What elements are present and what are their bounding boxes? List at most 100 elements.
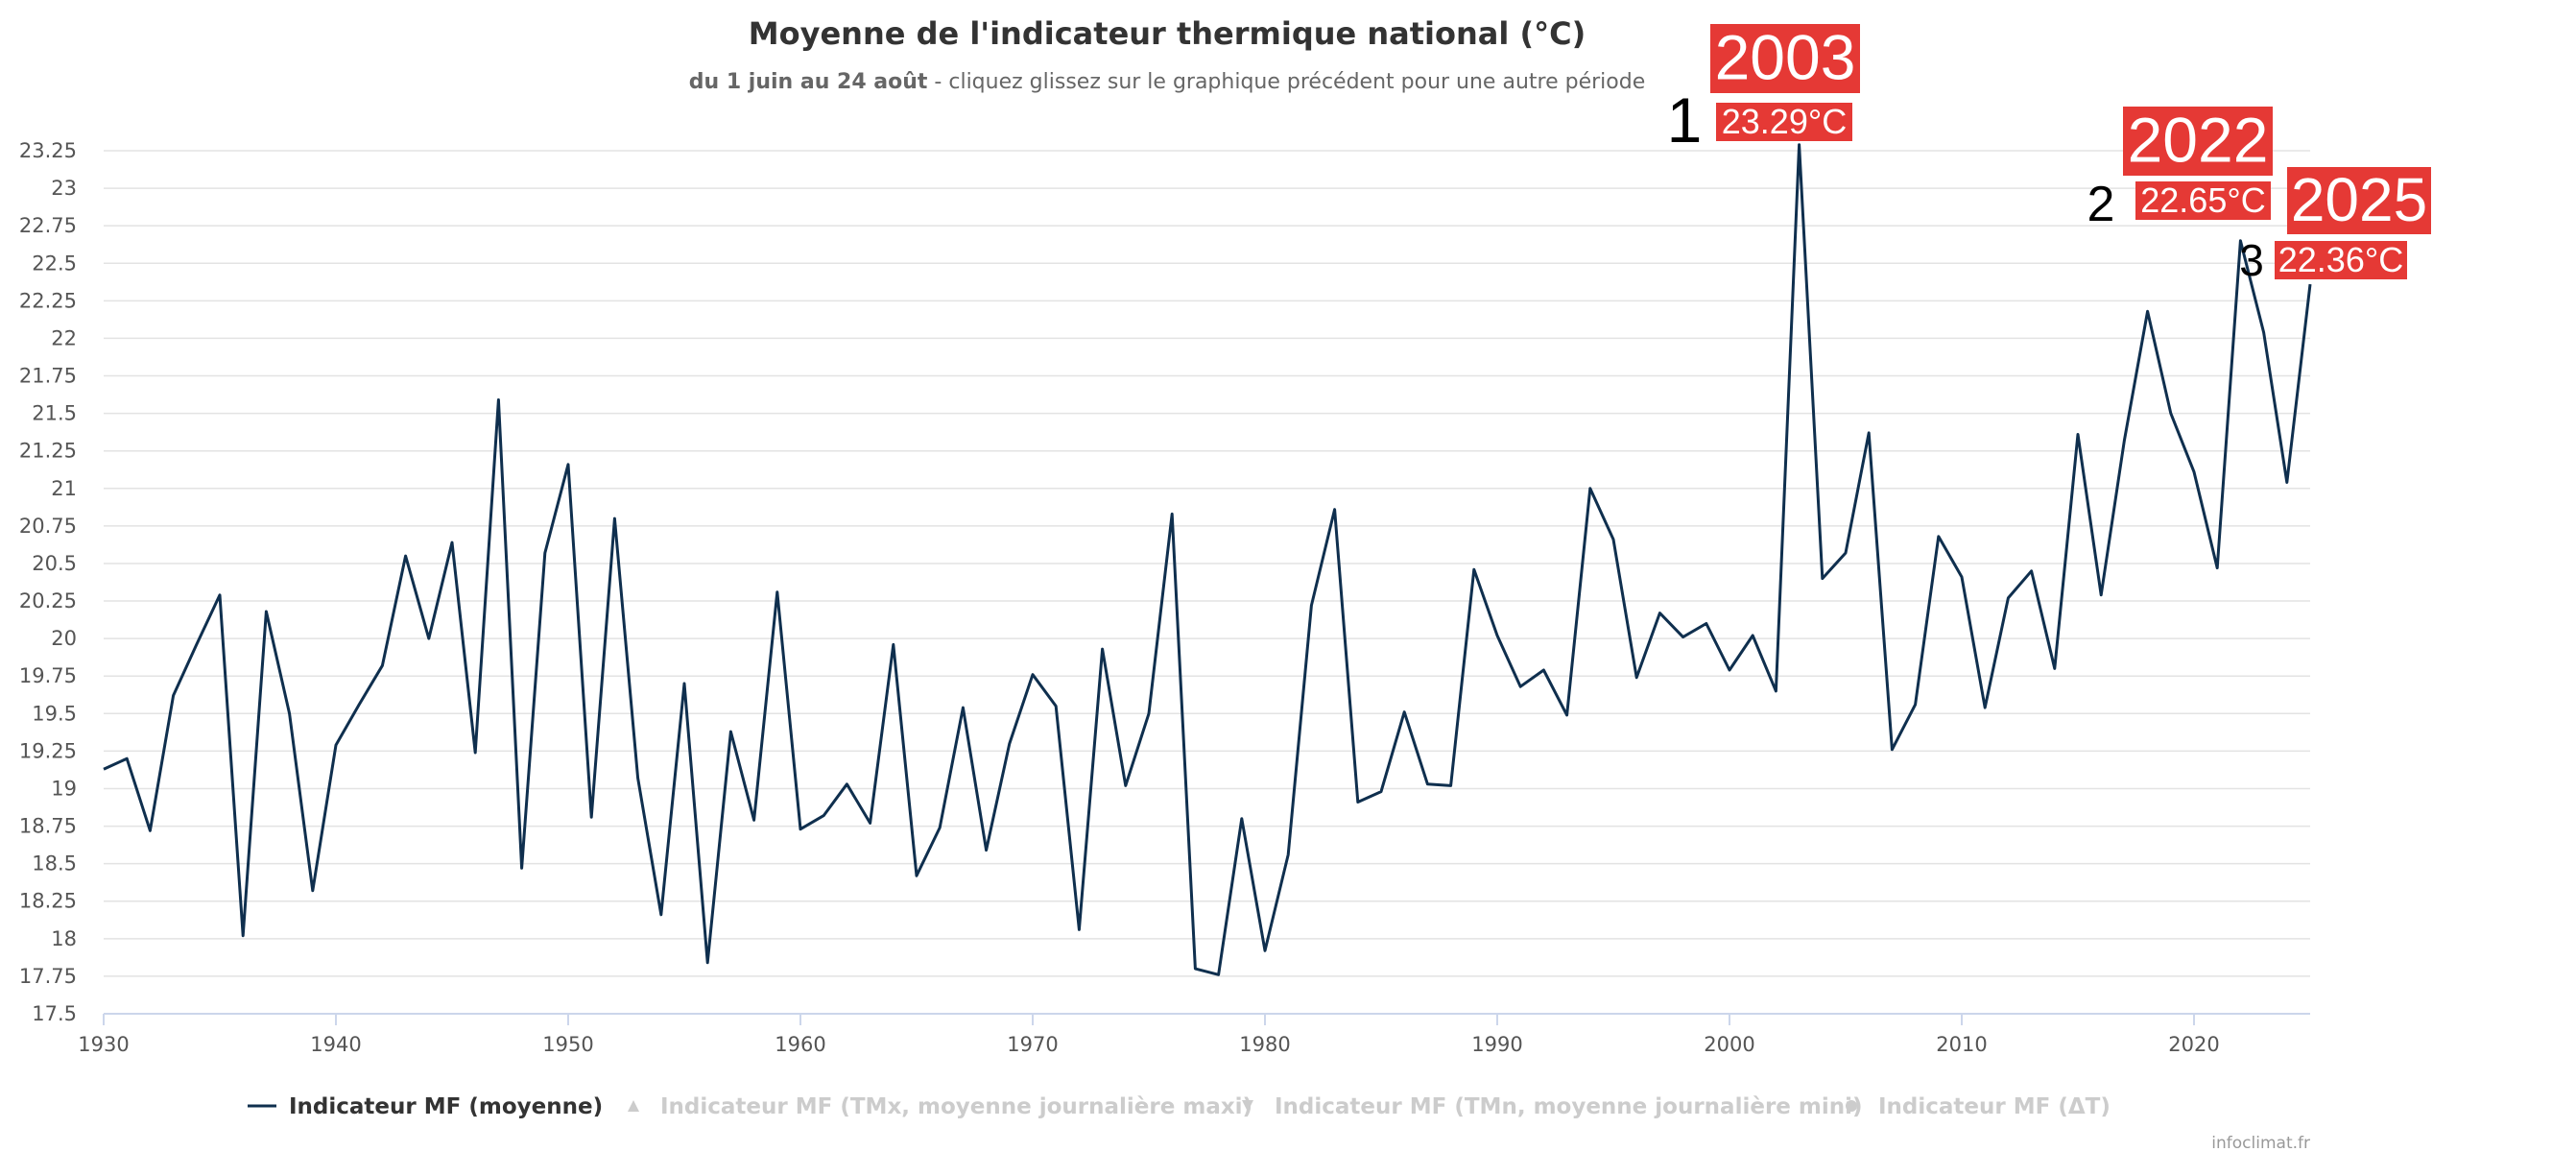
data-point[interactable]: [1239, 816, 1245, 822]
legend-item[interactable]: Indicateur MF (ΔT): [1846, 1094, 2111, 1119]
data-point[interactable]: [1773, 688, 1778, 694]
data-point[interactable]: [171, 693, 177, 699]
data-point[interactable]: [937, 825, 942, 830]
data-point[interactable]: [124, 756, 130, 761]
data-point[interactable]: [844, 781, 849, 787]
data-point[interactable]: [263, 609, 269, 614]
data-point[interactable]: [2261, 329, 2267, 335]
data-point[interactable]: [1540, 667, 1546, 673]
data-point[interactable]: [356, 702, 362, 708]
data-point[interactable]: [495, 397, 501, 403]
data-point[interactable]: [1076, 926, 1082, 932]
data-point[interactable]: [1007, 741, 1013, 747]
data-point[interactable]: [1866, 430, 1872, 436]
data-point[interactable]: [1448, 782, 1454, 788]
data-point[interactable]: [1216, 972, 1222, 977]
data-point[interactable]: [751, 817, 757, 823]
data-point[interactable]: [194, 641, 200, 647]
series-group[interactable]: [101, 142, 2313, 978]
data-point[interactable]: [635, 776, 641, 781]
data-point[interactable]: [2075, 431, 2081, 437]
data-point[interactable]: [1494, 633, 1500, 638]
data-point[interactable]: [1959, 574, 1965, 580]
data-point[interactable]: [1262, 948, 1268, 953]
data-point[interactable]: [1843, 550, 1849, 556]
data-point[interactable]: [588, 814, 594, 820]
data-point[interactable]: [798, 827, 803, 832]
data-point[interactable]: [1123, 782, 1129, 788]
data-point[interactable]: [1378, 789, 1384, 795]
data-point[interactable]: [821, 813, 826, 819]
data-point[interactable]: [1169, 511, 1175, 516]
data-point[interactable]: [1192, 966, 1198, 972]
data-point[interactable]: [868, 820, 873, 826]
data-point[interactable]: [1030, 672, 1036, 678]
data-point[interactable]: [1285, 852, 1291, 857]
data-point[interactable]: [1704, 620, 1709, 626]
data-point[interactable]: [775, 589, 780, 595]
data-point[interactable]: [147, 828, 153, 833]
data-point[interactable]: [1146, 710, 1152, 716]
data-point[interactable]: [2191, 469, 2197, 475]
data-point[interactable]: [1053, 703, 1059, 708]
data-point[interactable]: [2121, 438, 2127, 444]
data-point[interactable]: [2168, 411, 2174, 417]
data-point[interactable]: [704, 960, 710, 966]
data-point[interactable]: [1308, 603, 1314, 609]
data-point[interactable]: [101, 766, 107, 772]
legend-item[interactable]: Indicateur MF (TMn, moyenne journalière …: [1242, 1094, 1863, 1119]
data-point[interactable]: [1610, 537, 1616, 542]
data-point[interactable]: [1517, 684, 1523, 689]
data-point[interactable]: [914, 873, 919, 878]
data-point[interactable]: [1471, 566, 1477, 572]
data-point[interactable]: [891, 641, 896, 647]
credits-link[interactable]: infoclimat.fr: [2211, 1134, 2310, 1152]
data-point[interactable]: [611, 516, 617, 521]
data-point[interactable]: [1750, 633, 1755, 638]
legend-item[interactable]: Indicateur MF (TMx, moyenne journalière …: [628, 1094, 1252, 1119]
data-point[interactable]: [727, 729, 733, 734]
data-point[interactable]: [426, 636, 432, 641]
data-point[interactable]: [449, 540, 455, 545]
data-point[interactable]: [2214, 565, 2220, 571]
data-point[interactable]: [984, 848, 990, 853]
data-point[interactable]: [1587, 486, 1593, 492]
data-point[interactable]: [2145, 308, 2151, 314]
data-point[interactable]: [2029, 568, 2035, 574]
data-point[interactable]: [310, 888, 316, 894]
data-point[interactable]: [2284, 480, 2290, 486]
data-point[interactable]: [1401, 709, 1407, 715]
data-point[interactable]: [1424, 781, 1430, 787]
data-point[interactable]: [1820, 576, 1825, 582]
data-point[interactable]: [1634, 675, 1639, 681]
data-point[interactable]: [960, 705, 966, 710]
legend-item[interactable]: Indicateur MF (moyenne): [248, 1094, 603, 1119]
data-point[interactable]: [379, 662, 385, 668]
data-point[interactable]: [1355, 800, 1361, 805]
data-point[interactable]: [565, 462, 571, 468]
data-point[interactable]: [1657, 611, 1662, 616]
data-point[interactable]: [2052, 665, 2058, 671]
data-point[interactable]: [519, 865, 525, 871]
data-point[interactable]: [472, 750, 478, 756]
data-point[interactable]: [1889, 747, 1895, 753]
data-point[interactable]: [287, 710, 293, 716]
data-point[interactable]: [681, 681, 687, 686]
data-point[interactable]: [1797, 142, 1802, 148]
data-point[interactable]: [1936, 534, 1942, 540]
data-point[interactable]: [403, 553, 409, 559]
data-point[interactable]: [1913, 702, 1919, 708]
legend[interactable]: Indicateur MF (moyenne) Indicateur MF (TM…: [248, 1094, 2111, 1119]
data-point[interactable]: [2098, 592, 2104, 598]
data-point[interactable]: [240, 933, 246, 939]
data-point[interactable]: [1332, 507, 1338, 513]
data-point[interactable]: [658, 912, 664, 918]
data-point[interactable]: [333, 742, 339, 748]
data-point[interactable]: [1681, 635, 1686, 640]
data-point[interactable]: [1727, 667, 1732, 673]
data-point[interactable]: [542, 550, 548, 556]
data-point[interactable]: [2005, 595, 2011, 601]
data-point[interactable]: [1100, 646, 1106, 652]
data-point[interactable]: [217, 592, 223, 598]
data-point[interactable]: [2307, 281, 2313, 287]
